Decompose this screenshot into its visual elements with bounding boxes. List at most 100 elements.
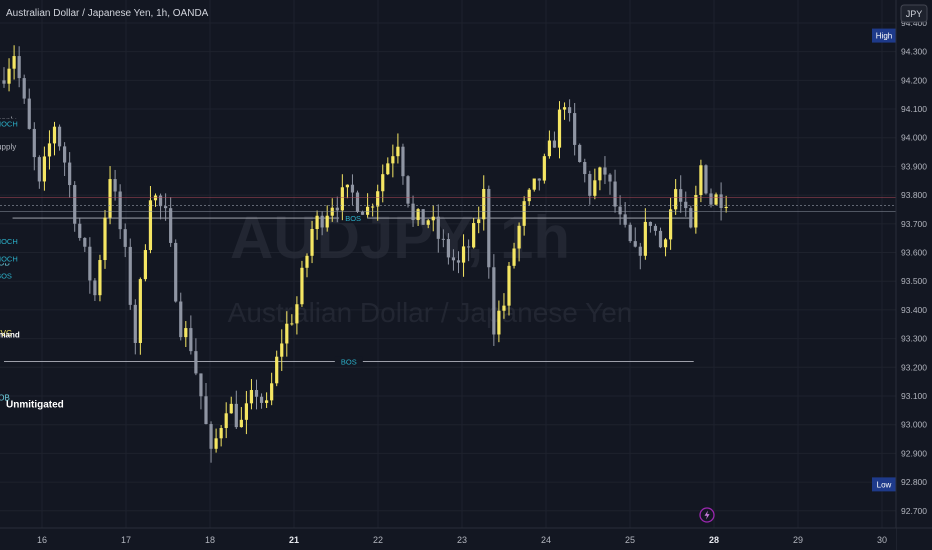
candle-body bbox=[340, 187, 344, 211]
candle-body bbox=[633, 241, 637, 247]
x-tick-label: 21 bbox=[289, 535, 299, 545]
x-tick-label: 17 bbox=[121, 535, 131, 545]
candle-body bbox=[588, 174, 592, 196]
candle-body bbox=[138, 279, 142, 343]
y-tick-label: 93.800 bbox=[901, 190, 927, 200]
x-tick-labels: 16 17 18 21 22 23 24 25 28 29 30 bbox=[37, 535, 887, 545]
candle-body bbox=[254, 390, 259, 397]
currency-button[interactable]: JPY bbox=[900, 4, 928, 23]
candle-body bbox=[431, 216, 435, 221]
candle-body bbox=[285, 323, 289, 344]
candle-body bbox=[674, 189, 678, 210]
candle-body bbox=[381, 174, 385, 192]
candle-body bbox=[482, 188, 486, 220]
candle-body bbox=[497, 310, 501, 335]
candle-body bbox=[623, 214, 627, 225]
price-scale[interactable]: 94.400 94.300 94.200 94.100 94.000 93.900 93.8… bbox=[895, 0, 932, 550]
supply-zone-left-label: Supply bbox=[0, 142, 16, 151]
y-tick-label: 92.800 bbox=[901, 477, 927, 487]
candle-body bbox=[259, 396, 264, 403]
choch-line-1-label-bg bbox=[0, 253, 18, 264]
candle-body bbox=[57, 126, 62, 147]
candle-body bbox=[47, 143, 52, 157]
candle-body bbox=[345, 184, 349, 188]
candle-body bbox=[209, 424, 213, 449]
time-scale[interactable]: 16 17 18 21 22 23 24 25 28 29 30 bbox=[0, 527, 932, 550]
candle-body bbox=[189, 328, 193, 352]
choch-line-2-label-bg bbox=[0, 118, 18, 129]
candle-body bbox=[234, 403, 238, 428]
demand-zone-label: Demand bbox=[0, 330, 20, 339]
candle-body bbox=[573, 113, 577, 145]
candle-body bbox=[371, 206, 375, 208]
candle-body bbox=[290, 323, 294, 325]
candle-body bbox=[355, 192, 360, 212]
y-tick-label: 93.100 bbox=[901, 391, 927, 401]
candle-body bbox=[391, 156, 395, 164]
candle-body bbox=[83, 237, 87, 247]
candle-body bbox=[492, 267, 496, 335]
candle-body bbox=[179, 301, 183, 338]
candle-body bbox=[229, 403, 233, 414]
y-tick-label: 94.300 bbox=[901, 47, 927, 57]
candle-body bbox=[537, 178, 541, 181]
candle-body bbox=[411, 203, 415, 221]
candle-body bbox=[578, 144, 582, 163]
candle-body bbox=[224, 413, 228, 429]
candle-body bbox=[613, 181, 617, 207]
candle-body bbox=[249, 390, 254, 404]
candle-body bbox=[158, 195, 163, 207]
grid bbox=[0, 0, 896, 528]
candle-body bbox=[552, 140, 557, 148]
candle-body bbox=[704, 165, 708, 194]
candle-body bbox=[108, 179, 112, 218]
candle-body bbox=[436, 216, 440, 239]
bos-line-1-label-bg bbox=[339, 213, 368, 224]
candle-body bbox=[446, 239, 450, 258]
fvg-zone-label: FVG bbox=[0, 329, 12, 338]
candle-body bbox=[568, 107, 572, 114]
candle-body bbox=[7, 68, 11, 84]
lightning-icon[interactable] bbox=[699, 507, 715, 523]
candle-body bbox=[148, 200, 153, 251]
candle-body bbox=[557, 109, 562, 148]
candle-body bbox=[280, 343, 284, 357]
low-tag-bg bbox=[872, 477, 896, 492]
candle-body bbox=[593, 180, 597, 196]
choch-line-3-label-bg bbox=[0, 236, 18, 247]
candle-body bbox=[421, 209, 425, 225]
candle-body bbox=[184, 328, 188, 338]
candle-body bbox=[532, 178, 536, 190]
y-tick-label: 93.000 bbox=[901, 420, 927, 430]
candle-body bbox=[714, 194, 718, 205]
bos-line-3-label: BOS bbox=[0, 271, 12, 280]
x-tick-label: 24 bbox=[541, 535, 551, 545]
candle-body bbox=[547, 140, 551, 157]
candle-body bbox=[467, 246, 471, 248]
candle-body bbox=[63, 146, 67, 163]
candle-body bbox=[638, 246, 642, 256]
candle-body bbox=[153, 195, 158, 201]
candle-body bbox=[699, 165, 703, 196]
x-tick-label: 22 bbox=[373, 535, 383, 545]
time-scale-background bbox=[0, 528, 896, 550]
y-tick-label: 92.700 bbox=[901, 506, 927, 516]
candle-body bbox=[204, 396, 208, 425]
candle-body bbox=[305, 255, 309, 268]
y-tick-label: 94.400 bbox=[901, 18, 927, 28]
y-tick-label: 93.600 bbox=[901, 248, 927, 258]
watermark-name: Australian Dollar / Japanese Yen bbox=[228, 297, 633, 328]
candle-body bbox=[12, 56, 16, 69]
candle-body bbox=[128, 246, 132, 305]
y-tick-label: 94.000 bbox=[901, 133, 927, 143]
x-tick-label: 28 bbox=[709, 535, 719, 545]
y-tick-labels: 94.400 94.300 94.200 94.100 94.000 93.900 93.8… bbox=[901, 18, 927, 516]
candle-body bbox=[502, 305, 506, 311]
candle-body bbox=[275, 356, 279, 384]
candle-body bbox=[628, 224, 632, 242]
candle-body bbox=[653, 225, 658, 231]
candle-body bbox=[487, 188, 491, 268]
candle-body bbox=[512, 248, 516, 266]
currency-button-label: JPY bbox=[906, 9, 923, 19]
